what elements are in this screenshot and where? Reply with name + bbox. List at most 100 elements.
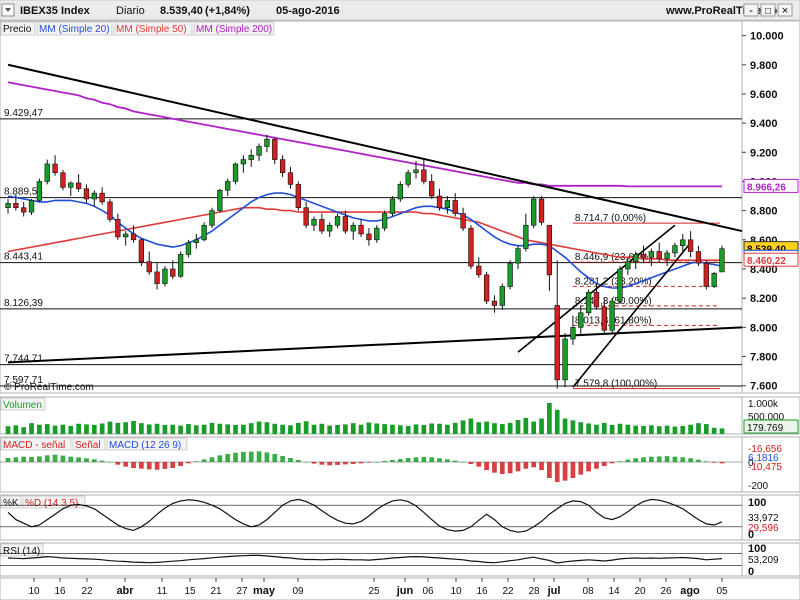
macd-bar [29,456,34,462]
candle-body [687,239,694,252]
x-tick-label: 09 [292,586,304,597]
y-tick-label: 10.000 [750,31,784,43]
macd-badge: -16,656 [748,444,782,455]
change-label: (+1,84%) [205,5,250,17]
macd-bar [91,459,97,462]
macd-panel-axis [741,436,800,493]
volume-bar [52,425,58,434]
rsi-title: RSI (14) [3,546,40,557]
x-tick-label: 25 [368,586,380,597]
minimize-button[interactable] [743,3,759,17]
macd-bar [672,456,678,462]
candle-body [648,251,655,258]
volume-bar [711,427,717,434]
period-label: Diario [116,5,145,17]
candle-body [640,254,647,258]
volume-bar [492,423,497,434]
candle-body [703,262,709,287]
legend-label: MM (Simple 50) [116,24,187,35]
legend-box [193,21,275,36]
volume-bar [633,425,639,434]
candle-body [389,198,396,214]
candle-body [327,224,333,232]
volume-bar [413,424,419,434]
trendline [7,326,743,364]
candle-body [44,163,50,182]
volume-bar [5,426,11,434]
macd-bar [460,462,466,463]
candle-body [413,169,419,174]
volume-bar [609,425,615,434]
volume-bar [256,421,262,434]
volume-bar [421,425,427,434]
candle-body [656,251,662,260]
fib-label: 8.446,9 (23,60%) [575,252,652,263]
macd-bar [178,462,183,466]
volume-bar [570,420,576,434]
rsi-badge: 53,209 [748,555,779,566]
candle-body [264,138,270,147]
volume-bar [688,424,693,434]
macd-bar [374,462,380,463]
dropdown-arrow-icon [5,8,11,12]
legend-box [113,21,193,36]
fib-label: 8.281,2 (38,20%) [575,276,652,287]
volume-bar [350,423,356,434]
volume-bar [468,418,474,434]
rsi-tick: 0 [748,566,754,578]
price-badge-label: 8.460,22 [747,256,786,267]
volume-bar [484,421,489,434]
rsi-line [7,554,723,564]
close-button[interactable] [777,3,793,17]
candle-body [468,227,474,267]
maximize-button[interactable] [760,3,776,17]
legend-box [0,21,36,36]
x-tick-label: 08 [582,586,594,597]
macd-bar [343,462,348,465]
candle-body [170,268,176,277]
macd-bar [335,462,340,465]
x-tick-label: jul [547,585,561,597]
volume-bar [154,423,160,434]
candle-body [476,265,482,276]
macd-bar [327,462,333,466]
macd-bar [625,459,631,462]
x-tick-label: ago [680,585,700,597]
volume-bar [649,425,654,434]
price-panel-axis [741,20,800,394]
candle-body [68,182,74,188]
macd-bar [649,456,654,462]
x-tick-label: 26 [660,586,672,597]
macd-bar [201,459,207,462]
candle-body [664,252,670,260]
volume-bar [680,425,686,434]
macd-bar [241,452,246,462]
macd-bar [523,462,529,469]
macd-legend-label: MACD (12 26 9) [109,440,181,451]
macd-bar [664,456,670,462]
macd-bar [193,461,199,462]
candle-body [672,245,678,254]
macd-bar [319,462,325,465]
volume-bar [539,418,544,434]
volume-bar [374,423,380,434]
candle-body [287,172,294,185]
macd-bar [390,460,395,462]
candle-body [507,262,513,287]
candle-body [52,163,58,174]
candle-body [554,305,560,381]
candle-body [593,292,600,308]
macd-legend-box [72,437,106,451]
macd-tick: -200 [748,481,768,492]
candle-body [185,242,192,255]
x-tick-label: 05 [716,586,728,597]
volume-bar [107,421,113,434]
candle-body [695,251,702,264]
candle-body [350,224,356,232]
y-tick-label: 8.400 [750,264,778,276]
x-tick-label: 15 [184,586,196,597]
volume-bar [264,422,270,434]
macd-bar [21,456,27,462]
volume-bar [515,420,521,434]
